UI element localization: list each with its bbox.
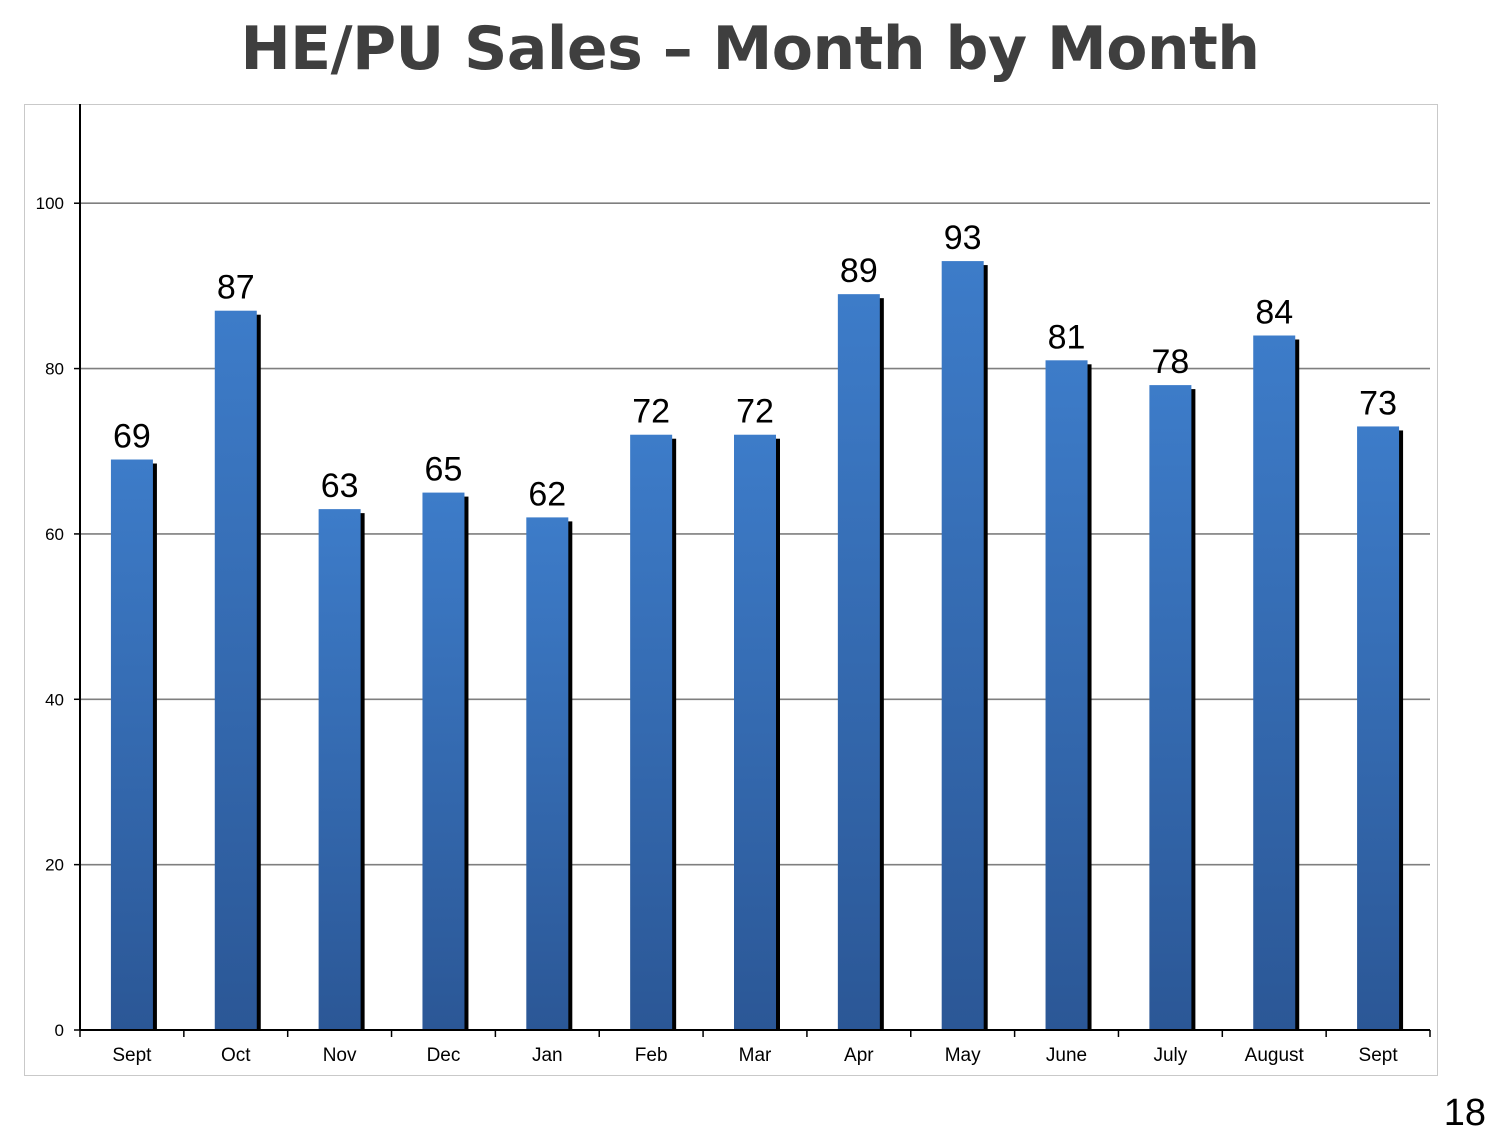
data-label: 73 — [1359, 384, 1397, 422]
bar — [734, 434, 776, 1030]
x-tick-label: Mar — [739, 1045, 772, 1066]
y-tick-label: 0 — [55, 1021, 64, 1040]
x-tick-label: Sept — [1359, 1045, 1399, 1066]
y-tick-label: 100 — [36, 194, 64, 213]
bar — [1357, 426, 1400, 1031]
x-tick-label: Jan — [532, 1045, 563, 1066]
x-tick-label: Nov — [323, 1045, 357, 1066]
bar — [1045, 360, 1088, 1030]
page-number: 18 — [1443, 1092, 1486, 1134]
bar — [110, 459, 153, 1031]
data-label: 87 — [217, 269, 255, 307]
data-label: 72 — [736, 393, 774, 431]
data-label: 69 — [113, 418, 151, 456]
x-tick-label: Oct — [221, 1045, 251, 1066]
x-tick-label: July — [1153, 1045, 1187, 1066]
bar — [941, 261, 984, 1030]
bar — [318, 509, 361, 1030]
data-label: 65 — [425, 451, 463, 489]
bar — [1149, 385, 1192, 1030]
x-tick-label: Dec — [427, 1045, 461, 1066]
x-tick-label: Apr — [844, 1045, 874, 1066]
data-label: 78 — [1151, 343, 1189, 381]
data-label: 84 — [1255, 294, 1293, 332]
bar — [630, 434, 673, 1030]
bar — [214, 310, 257, 1031]
x-tick-label: June — [1046, 1045, 1087, 1066]
bar — [837, 294, 880, 1030]
data-label: 72 — [632, 393, 670, 431]
x-tick-label: August — [1245, 1045, 1305, 1066]
x-tick-label: Feb — [635, 1045, 668, 1066]
y-tick-label: 40 — [45, 690, 64, 709]
data-label: 89 — [840, 252, 878, 290]
x-tick-label: May — [945, 1045, 981, 1066]
data-label: 62 — [528, 475, 566, 513]
data-label: 81 — [1048, 318, 1086, 356]
y-tick-label: 60 — [45, 525, 64, 544]
data-label: 63 — [321, 467, 359, 505]
x-tick-label: Sept — [112, 1045, 152, 1066]
y-tick-label: 80 — [45, 360, 64, 379]
bar — [422, 492, 465, 1030]
bar — [1253, 335, 1296, 1030]
data-label: 93 — [944, 219, 982, 257]
bar — [526, 517, 569, 1030]
slide-title: HE/PU Sales – Month by Month — [240, 14, 1260, 84]
y-tick-label: 20 — [45, 856, 64, 875]
